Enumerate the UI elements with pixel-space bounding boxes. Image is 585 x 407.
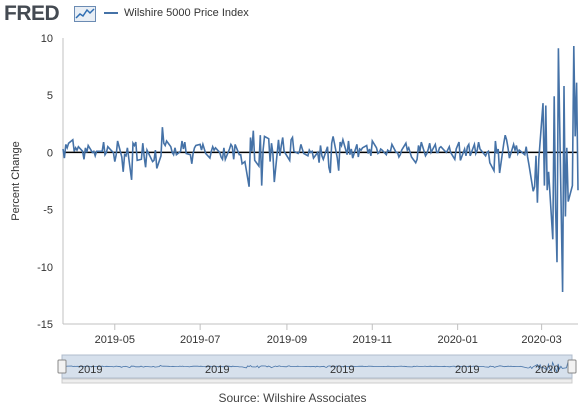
fred-chart-icon — [74, 6, 96, 22]
x-axis: 2019-05 2019-07 2019-09 2019-11 2020-01 2020-… — [63, 323, 578, 346]
source-label: Source: Wilshire Associates — [218, 391, 367, 405]
navigator-series — [61, 360, 573, 374]
legend: Wilshire 5000 Price Index — [104, 7, 249, 19]
chart-header: FRED Wilshire 5000 Price Index — [0, 0, 585, 30]
navigator-scrollbar[interactable] — [61, 378, 573, 384]
navigator-label: 2019 — [330, 364, 354, 376]
navigator-handle-right[interactable] — [567, 359, 577, 374]
x-tick-label: 2019-07 — [180, 334, 220, 346]
y-axis: 10 5 0 -5 -10 -15 — [37, 33, 64, 331]
navigator-label: 2019 — [455, 364, 479, 376]
y-tick-label: -10 — [37, 262, 53, 274]
y-axis-title: Percent Change — [10, 141, 22, 221]
y-tick-label: 0 — [47, 147, 53, 159]
legend-swatch — [104, 12, 118, 14]
y-tick-label: -5 — [43, 205, 53, 217]
navigator-label: 2019 — [205, 364, 229, 376]
chart: 10 5 0 -5 -10 -15 2019-05 2019-07 2019-09 2019-1… — [10, 33, 579, 384]
x-tick-label: 2019-05 — [95, 334, 135, 346]
navigator-label: 2020 — [535, 364, 559, 376]
y-tick-label: 10 — [41, 33, 53, 45]
navigator[interactable]: 2019 2019 2019 2019 2020 — [57, 354, 577, 384]
x-tick-label: 2019-11 — [352, 334, 392, 346]
legend-label: Wilshire 5000 Price Index — [124, 7, 249, 19]
x-tick-label: 2019-09 — [267, 334, 307, 346]
y-tick-label: -15 — [37, 319, 53, 331]
series-line — [62, 45, 579, 293]
navigator-label: 2019 — [78, 364, 102, 376]
x-tick-label: 2020-03 — [521, 334, 561, 346]
x-tick-label: 2020-01 — [437, 334, 477, 346]
navigator-handle-left[interactable] — [57, 359, 67, 374]
y-tick-label: 5 — [47, 90, 53, 102]
fred-logo[interactable]: FRED — [4, 2, 60, 25]
